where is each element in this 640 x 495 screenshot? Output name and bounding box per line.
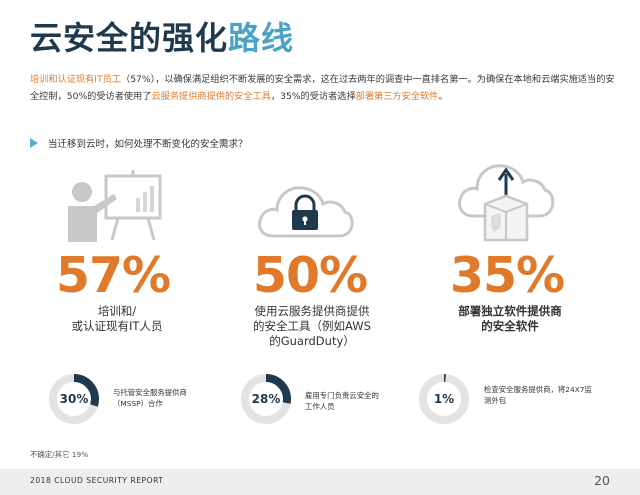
survey-question: 当迁移到云时，如何处理不断变化的安全需求？ (30, 136, 248, 150)
stat-caption-csp-tools: 使用云服务提供商提供 的安全工具（例如AWS 的GuardDuty） (212, 304, 412, 349)
donut-label: 30% (59, 392, 89, 406)
intro-text-1: （57%），以确保满足组织不断发展的安全需求，这在过去两年的调查中一直排名第一。… (30, 74, 615, 102)
intro-text-2: ，35%的受访者选择 (270, 91, 356, 102)
stat-caption-training: 培训和/ 或认证现有IT人员 (17, 304, 217, 334)
intro-text-3: 。 (438, 91, 448, 102)
donut-text-mssp: 与托管安全服务提供商 （MSSP）合作 (113, 387, 187, 409)
stat-value-third-party: 35% (449, 247, 565, 304)
donut-text-line: 测外包 (484, 396, 507, 405)
donut-arc (241, 374, 291, 424)
donut-text-line: （MSSP）合作 (113, 399, 163, 408)
cloud-upload-shield-icon (458, 164, 555, 242)
report-name: 2018 CLOUD SECURITY REPORT (30, 476, 164, 485)
caption-line: 的GuardDuty） (269, 334, 355, 348)
footnote: 不确定/其它 19% (30, 450, 89, 459)
presentation-icon (68, 170, 162, 242)
stat-value-training: 57% (55, 247, 171, 304)
caption-line: 的安全软件 (481, 319, 539, 333)
donut-text-outsourced-monitoring: 检查安全服务提供商，将24X7监 测外包 (484, 384, 592, 406)
donut-text-line: 与托管安全服务提供商 (113, 388, 187, 397)
intro-paragraph: 培训和认证现有IT员工（57%），以确保满足组织不断发展的安全需求，这在过去两年… (30, 71, 615, 105)
stat-caption-third-party: 部署独立软件提供商 的安全软件 (410, 304, 610, 334)
page-title: 云安全的强化路线 (30, 18, 294, 58)
intro-highlight-csp-tools: 云服务提供商提供的安全工具 (151, 91, 271, 102)
caption-line: 的安全工具（例如AWS (253, 319, 371, 333)
donut-label: 28% (251, 392, 281, 406)
cloud-lock-icon (258, 186, 354, 238)
donut-arc (419, 374, 469, 424)
donut-chart (49, 374, 99, 424)
donut-outsourced-monitoring: 1% (418, 373, 470, 425)
title-part-2: 路线 (228, 19, 295, 57)
donut-arc (49, 374, 99, 424)
intro-highlight-third-party: 部署第三方安全软件 (355, 91, 439, 102)
donut-text-line: 雇用专门负责云安全的 (305, 391, 379, 400)
page-number: 20 (594, 473, 610, 488)
question-text: 当迁移到云时，如何处理不断变化的安全需求？ (48, 139, 248, 150)
caption-line: 培训和/ (97, 304, 137, 318)
triangle-bullet-icon (30, 138, 38, 148)
title-part-1: 云安全的强化 (30, 19, 229, 57)
donut-text-line: 检查安全服务提供商，将24X7监 (484, 385, 592, 394)
donut-dedicated-staff: 28% (240, 373, 292, 425)
caption-line: 部署独立软件提供商 (458, 304, 562, 318)
donut-label: 1% (433, 392, 455, 406)
donut-chart (241, 374, 291, 424)
donut-mssp: 30% (48, 373, 100, 425)
stat-value-csp-tools: 50% (252, 247, 368, 304)
donut-chart (419, 374, 469, 424)
donut-text-dedicated-staff: 雇用专门负责云安全的 工作人员 (305, 390, 379, 412)
intro-highlight-training: 培训和认证现有IT员工 (30, 74, 122, 85)
donut-text-line: 工作人员 (305, 402, 335, 411)
caption-line: 使用云服务提供商提供 (254, 304, 370, 318)
page-footer: 2018 CLOUD SECURITY REPORT 20 (0, 469, 640, 495)
caption-line: 或认证现有IT人员 (71, 319, 163, 333)
